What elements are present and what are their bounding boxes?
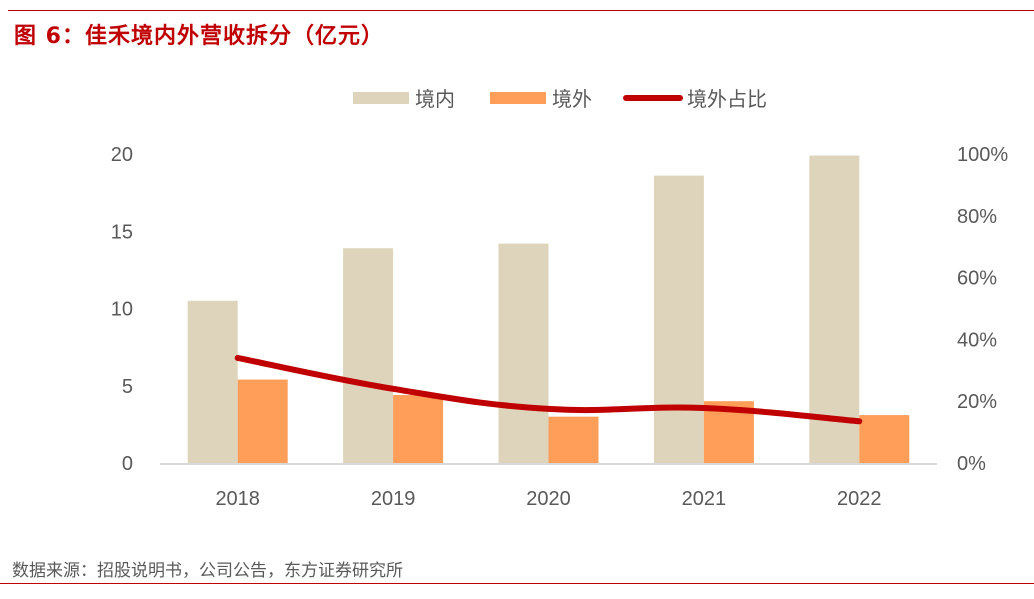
top-rule [8, 10, 1034, 11]
y-tick-label: 10 [111, 299, 133, 321]
legend-label-ratio: 境外占比 [687, 87, 767, 111]
bar-domestic [187, 300, 238, 463]
y-axis-left: 0 5 10 15 20 [111, 144, 133, 475]
legend-swatch-domestic [353, 92, 409, 104]
bar-overseas [859, 415, 910, 463]
source-note: 数据来源：招股说明书，公司公告，东方证券研究所 [12, 561, 403, 581]
y2-tick-label: 80% [957, 206, 997, 228]
bottom-rule [0, 583, 1034, 584]
legend-label-overseas: 境外 [552, 87, 592, 111]
x-tick-label: 2021 [682, 488, 727, 510]
y2-tick-label: 60% [957, 268, 997, 290]
y2-tick-label: 0% [957, 453, 986, 475]
bar-domestic [343, 248, 394, 463]
legend-swatch-overseas [490, 92, 546, 104]
x-tick-label: 2019 [371, 488, 416, 510]
ratio-line-group [234, 354, 863, 425]
y-tick-label: 20 [111, 144, 133, 166]
bar-overseas [548, 416, 599, 463]
bar-overseas [237, 379, 288, 463]
y-tick-label: 0 [122, 453, 133, 475]
x-tick-label: 2020 [526, 488, 571, 510]
y-tick-label: 5 [122, 376, 133, 398]
bar-overseas [393, 395, 444, 463]
bar-domestic [809, 155, 860, 464]
x-axis: 2018 2019 2020 2021 2022 [215, 488, 881, 510]
figure-title: 图 6：佳禾境内外营收拆分（亿元） [14, 24, 384, 49]
legend-label-domestic: 境内 [415, 87, 455, 111]
y2-tick-label: 100% [957, 144, 1008, 166]
x-tick-label: 2022 [837, 488, 882, 510]
x-tick-label: 2018 [215, 488, 260, 510]
y2-tick-label: 20% [957, 391, 997, 413]
y-tick-label: 15 [111, 221, 133, 243]
bar-domestic [653, 175, 704, 463]
y-axis-right: 0% 20% 40% 60% 80% 100% [957, 144, 1008, 475]
bar-domestic [498, 243, 549, 463]
y2-tick-label: 40% [957, 329, 997, 351]
legend: 境内 境外 境外占比 [353, 87, 767, 111]
bars [187, 155, 910, 464]
